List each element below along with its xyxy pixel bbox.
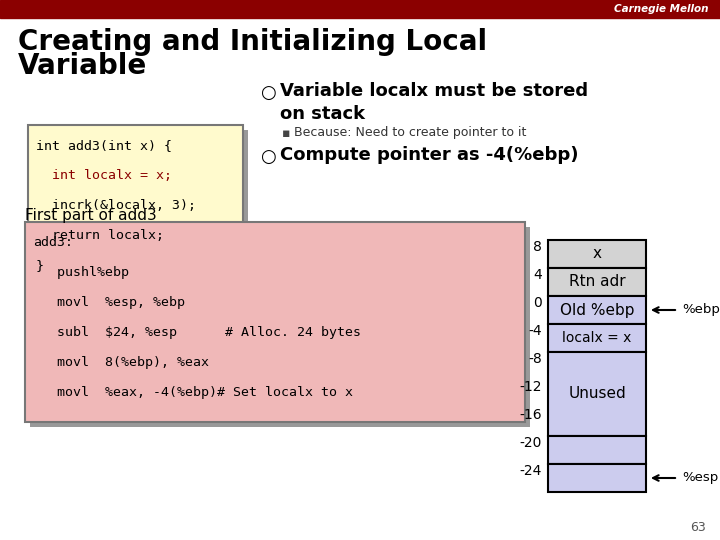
Text: Rtn adr: Rtn adr xyxy=(569,274,625,289)
Text: Creating and Initializing Local: Creating and Initializing Local xyxy=(18,28,487,56)
Text: -24: -24 xyxy=(520,464,542,478)
Text: pushl%ebp: pushl%ebp xyxy=(33,266,129,279)
Text: movl  %eax, -4(%ebp)# Set localx to x: movl %eax, -4(%ebp)# Set localx to x xyxy=(33,386,353,399)
Text: 0: 0 xyxy=(534,296,542,310)
Bar xyxy=(548,240,646,268)
Text: }: } xyxy=(36,259,44,272)
Text: Old %ebp: Old %ebp xyxy=(559,302,634,318)
Text: on stack: on stack xyxy=(280,105,365,123)
Bar xyxy=(0,0,720,18)
Text: x: x xyxy=(593,246,601,261)
Text: -8: -8 xyxy=(528,352,542,366)
Text: 8: 8 xyxy=(533,240,542,254)
Bar xyxy=(30,227,530,427)
Text: add3:: add3: xyxy=(33,236,73,249)
Text: Carnegie Mellon: Carnegie Mellon xyxy=(613,4,708,14)
Text: int localx = x;: int localx = x; xyxy=(36,169,172,182)
Bar xyxy=(33,130,248,305)
Text: movl  8(%ebp), %eax: movl 8(%ebp), %eax xyxy=(33,356,209,369)
Text: incrk(&localx, 3);: incrk(&localx, 3); xyxy=(36,199,196,212)
Text: -12: -12 xyxy=(520,380,542,394)
Bar xyxy=(548,296,646,324)
Bar xyxy=(548,464,646,492)
Text: Variable localx must be stored: Variable localx must be stored xyxy=(280,82,588,100)
Text: %ebp: %ebp xyxy=(682,303,720,316)
Bar xyxy=(548,352,646,436)
Text: First part of add3: First part of add3 xyxy=(25,208,157,223)
Bar xyxy=(548,324,646,352)
Text: subl  $24, %esp      # Alloc. 24 bytes: subl $24, %esp # Alloc. 24 bytes xyxy=(33,326,361,339)
Text: localx = x: localx = x xyxy=(562,331,631,345)
Text: ○: ○ xyxy=(260,148,276,166)
Text: 63: 63 xyxy=(690,521,706,534)
Text: int add3(int x) {: int add3(int x) { xyxy=(36,139,172,152)
Text: %esp: %esp xyxy=(682,471,719,484)
Text: Variable: Variable xyxy=(18,52,148,80)
Text: -4: -4 xyxy=(528,324,542,338)
Bar xyxy=(548,268,646,296)
Text: ○: ○ xyxy=(260,84,276,102)
Text: 4: 4 xyxy=(534,268,542,282)
Text: -20: -20 xyxy=(520,436,542,450)
Text: return localx;: return localx; xyxy=(36,229,164,242)
Text: ▪: ▪ xyxy=(282,127,290,140)
Bar xyxy=(548,436,646,464)
Text: -16: -16 xyxy=(519,408,542,422)
Text: Because: Need to create pointer to it: Because: Need to create pointer to it xyxy=(294,126,526,139)
Text: movl  %esp, %ebp: movl %esp, %ebp xyxy=(33,296,185,309)
Text: Unused: Unused xyxy=(568,387,626,402)
Bar xyxy=(25,222,525,422)
Bar xyxy=(28,125,243,300)
Text: Compute pointer as -4(%ebp): Compute pointer as -4(%ebp) xyxy=(280,146,578,164)
